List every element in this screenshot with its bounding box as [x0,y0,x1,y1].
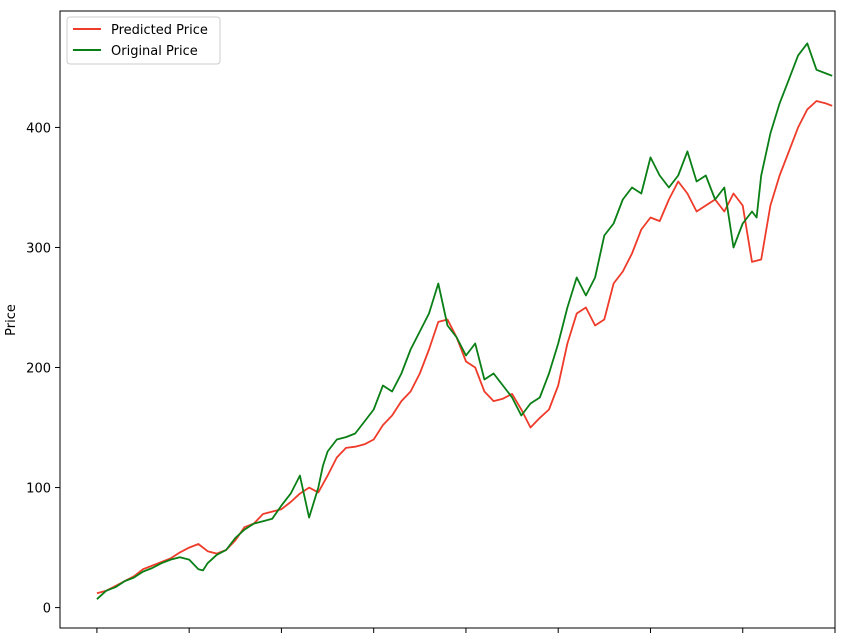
legend-box [66,16,221,65]
y-axis-ticks: 0 100 200 300 400 [26,121,60,617]
y-axis-label: Price [4,304,19,336]
plot-frame [59,10,836,629]
series-line-predicted [96,100,833,595]
x-axis-ticks [96,628,836,633]
y-tick-label: 0 [43,602,51,617]
y-tick-label: 300 [26,241,51,256]
y-tick-label: 100 [26,482,51,497]
legend: Predicted Price Original Price [66,16,221,65]
y-tick-label: 400 [26,121,51,136]
y-tick-label: 200 [26,362,51,377]
legend-label-predicted: Predicted Price [111,23,208,38]
series-line-original [96,42,833,600]
series-layer [96,42,833,600]
legend-label-original: Original Price [111,44,198,59]
